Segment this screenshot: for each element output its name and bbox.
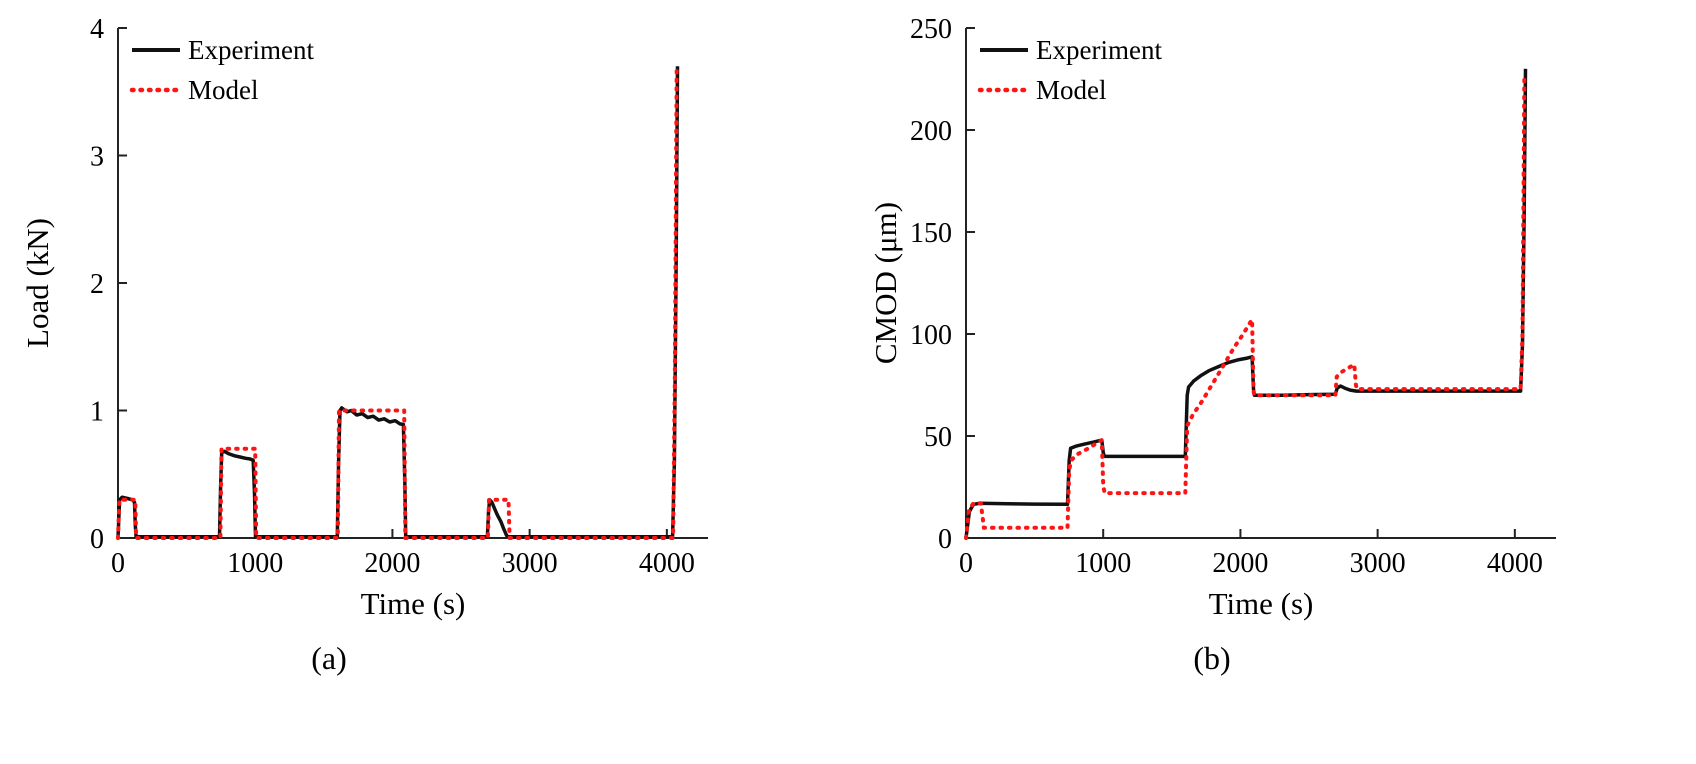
x-tick-label: 3000 xyxy=(502,548,558,579)
legend-model-label: Model xyxy=(188,75,259,105)
x-axis-label: Time (s) xyxy=(361,586,466,621)
y-axis-label: Load (kN) xyxy=(20,218,55,348)
legend-model-label: Model xyxy=(1036,75,1107,105)
x-tick-label: 3000 xyxy=(1350,548,1406,579)
y-tick-label: 3 xyxy=(90,142,104,173)
x-tick-label: 2000 xyxy=(364,548,420,579)
y-tick-label: 0 xyxy=(938,524,952,555)
y-tick-label: 50 xyxy=(924,422,952,453)
y-tick-label: 4 xyxy=(90,14,104,45)
series-model-line xyxy=(964,70,1527,540)
load-time-chart: 0 1000 2000 3000 4000 0 1 2 3 4 Time (s) Load (kN) E… xyxy=(20,14,708,621)
y-tick-label: 0 xyxy=(90,524,104,555)
y-tick-label: 250 xyxy=(910,14,952,45)
x-tick-label: 1000 xyxy=(227,548,283,579)
caption-a: (a) xyxy=(311,640,347,676)
y-tick-label: 200 xyxy=(910,116,952,147)
x-tick-label: 0 xyxy=(959,548,973,579)
y-axis-label: CMOD (μm) xyxy=(868,202,903,364)
y-tick-label: 1 xyxy=(90,397,104,428)
x-tick-label: 0 xyxy=(111,548,125,579)
cmod-time-chart: 0 1000 2000 3000 4000 0 50 100 150 200 250 Time (s)… xyxy=(868,14,1556,621)
y-tick-label: 2 xyxy=(90,269,104,300)
x-tick-label: 1000 xyxy=(1075,548,1131,579)
x-tick-label: 2000 xyxy=(1212,548,1268,579)
x-tick-label: 4000 xyxy=(1487,548,1543,579)
panel-a: 0 1000 2000 3000 4000 0 1 2 3 4 Time (s) Load (kN) E… xyxy=(0,6,848,764)
x-tick-label: 4000 xyxy=(639,548,695,579)
x-axis-label: Time (s) xyxy=(1209,586,1314,621)
legend-experiment-label: Experiment xyxy=(1036,35,1162,65)
y-tick-label: 150 xyxy=(910,218,952,249)
series-experiment-line xyxy=(964,68,1528,539)
series-experiment-line xyxy=(116,66,680,539)
panel-b: 0 1000 2000 3000 4000 0 50 100 150 200 250 Time (s)… xyxy=(848,6,1696,764)
caption-b: (b) xyxy=(1193,640,1231,676)
legend-experiment-label: Experiment xyxy=(188,35,314,65)
y-tick-label: 100 xyxy=(910,320,952,351)
series-model-line xyxy=(116,64,679,540)
